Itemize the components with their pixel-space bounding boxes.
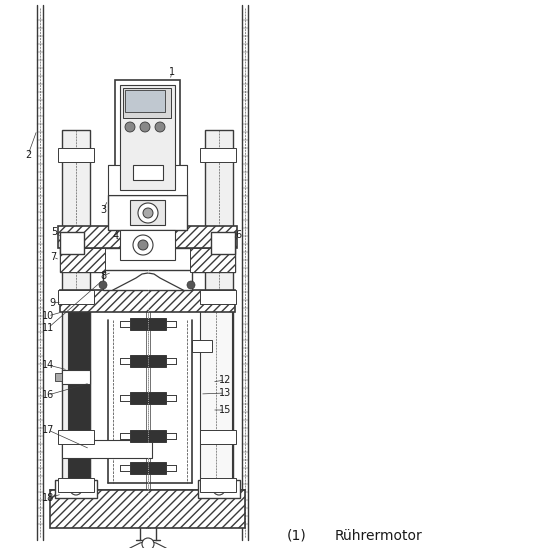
- Text: 7: 7: [50, 252, 56, 262]
- Text: 14: 14: [42, 360, 54, 370]
- Circle shape: [155, 122, 165, 132]
- Bar: [50, 490, 245, 528]
- Bar: [130, 355, 166, 367]
- Bar: [60, 290, 235, 312]
- Bar: [198, 480, 240, 498]
- Bar: [58, 226, 237, 248]
- Bar: [200, 300, 232, 485]
- Bar: [130, 462, 166, 474]
- Bar: [68, 308, 90, 483]
- Bar: [60, 248, 105, 272]
- Bar: [103, 270, 192, 290]
- Bar: [133, 165, 163, 180]
- Circle shape: [187, 281, 195, 289]
- Text: 5: 5: [51, 227, 57, 237]
- Circle shape: [138, 203, 158, 223]
- Circle shape: [70, 483, 82, 495]
- Bar: [60, 248, 235, 272]
- Bar: [55, 480, 97, 498]
- Bar: [200, 478, 236, 492]
- Bar: [108, 195, 187, 230]
- Bar: [130, 430, 166, 442]
- Bar: [192, 340, 212, 352]
- Circle shape: [140, 122, 150, 132]
- Text: 3: 3: [100, 205, 106, 215]
- Polygon shape: [108, 165, 187, 195]
- Bar: [123, 88, 171, 118]
- Bar: [115, 80, 180, 195]
- Bar: [120, 85, 175, 190]
- Text: 12: 12: [219, 375, 231, 385]
- Text: 17: 17: [42, 425, 54, 435]
- Bar: [200, 430, 236, 444]
- Circle shape: [125, 122, 135, 132]
- Circle shape: [133, 235, 153, 255]
- Bar: [58, 478, 94, 492]
- Bar: [62, 370, 90, 384]
- Bar: [200, 148, 236, 162]
- Bar: [120, 230, 175, 260]
- Text: 1: 1: [169, 67, 175, 77]
- Text: 2: 2: [25, 150, 31, 160]
- Bar: [211, 232, 235, 254]
- Text: 9: 9: [49, 298, 55, 308]
- Text: 8: 8: [100, 271, 106, 281]
- Text: 13: 13: [219, 388, 231, 398]
- Circle shape: [213, 483, 225, 495]
- Bar: [62, 440, 152, 458]
- Bar: [200, 290, 236, 304]
- Circle shape: [143, 208, 153, 218]
- Circle shape: [138, 240, 148, 250]
- Bar: [190, 248, 235, 272]
- Bar: [130, 392, 166, 404]
- Text: 6: 6: [235, 230, 241, 240]
- Bar: [60, 232, 84, 254]
- Text: 4: 4: [113, 231, 119, 241]
- Text: 18: 18: [42, 493, 54, 503]
- Bar: [58, 290, 94, 304]
- Bar: [58, 430, 94, 444]
- Text: Rührermotor: Rührermotor: [334, 529, 422, 543]
- Text: 10: 10: [42, 311, 54, 321]
- Text: (1): (1): [287, 529, 306, 543]
- Bar: [62, 130, 90, 490]
- Circle shape: [99, 281, 107, 289]
- Bar: [55, 373, 62, 381]
- Circle shape: [142, 538, 154, 548]
- Bar: [130, 200, 165, 225]
- Bar: [205, 130, 233, 490]
- Text: 15: 15: [219, 405, 231, 415]
- Text: 16: 16: [42, 390, 54, 400]
- Bar: [58, 148, 94, 162]
- Bar: [130, 318, 166, 330]
- Text: 11: 11: [42, 323, 54, 333]
- Bar: [125, 90, 165, 112]
